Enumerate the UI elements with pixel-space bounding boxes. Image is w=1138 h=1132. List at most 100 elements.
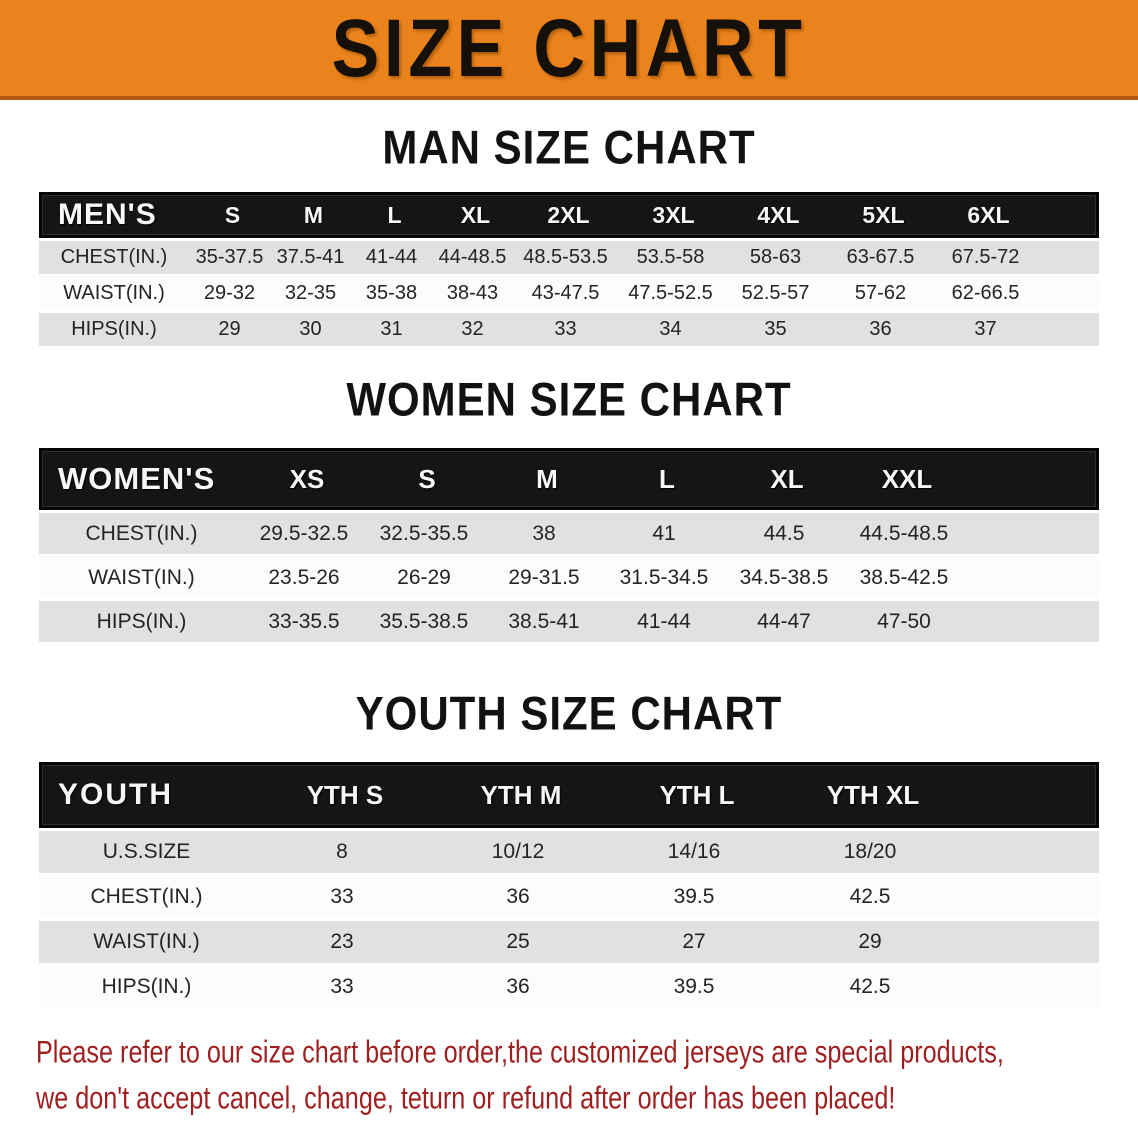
size-value: 35.5-38.5 xyxy=(379,609,469,633)
column-header: L xyxy=(659,463,675,494)
men-size-section: MAN SIZE CHART MEN'S S M L XL 2XL 3XL 4XL 5XL 6XL… xyxy=(0,121,1138,346)
size-value: 47.5-52.5 xyxy=(628,282,713,304)
size-value: 63-67.5 xyxy=(846,246,915,268)
size-value: 32-35 xyxy=(284,282,337,304)
row-label: HIPS(IN.) xyxy=(101,975,192,998)
header-spacer xyxy=(967,451,1096,507)
size-value: 67.5-72 xyxy=(951,246,1020,268)
column-header: 3XL xyxy=(652,201,695,228)
row-label: CHEST(IN.) xyxy=(85,521,198,545)
size-value: 42.5 xyxy=(849,975,891,998)
disclaimer-line-2: we don't accept cancel, change, teturn o… xyxy=(36,1080,896,1116)
size-value: 44-47 xyxy=(757,609,811,633)
column-header: M xyxy=(303,201,324,228)
size-value: 25 xyxy=(506,930,530,953)
header-spacer xyxy=(961,765,1096,825)
row-spacer xyxy=(1038,277,1099,310)
table-row: HIPS(IN.) 33-35.5 35.5-38.5 38.5-41 41-44 44-… xyxy=(39,601,1099,642)
size-value: 29-32 xyxy=(203,282,256,304)
column-header: XL xyxy=(460,201,491,228)
youth-size-section: YOUTH SIZE CHART YOUTH YTH S YTH M YTH L YTH… xyxy=(0,687,1138,1008)
banner-title: SIZE CHART xyxy=(331,1,807,95)
row-spacer xyxy=(964,557,1099,598)
size-value: 43-47.5 xyxy=(531,282,600,304)
size-value: 32.5-35.5 xyxy=(379,521,469,545)
column-header: XXL xyxy=(881,463,933,494)
size-value: 44.5-48.5 xyxy=(859,521,949,545)
size-value: 36 xyxy=(506,975,530,998)
size-value: 32 xyxy=(461,318,484,340)
size-value: 23.5-26 xyxy=(268,565,340,589)
row-label: CHEST(IN.) xyxy=(60,246,168,268)
disclaimer-line-1: Please refer to our size chart before or… xyxy=(36,1034,1004,1070)
size-value: 26-29 xyxy=(397,565,451,589)
table-row: WAIST(IN.) 23 25 27 29 xyxy=(39,921,1099,963)
size-value: 31 xyxy=(380,318,403,340)
size-value: 29 xyxy=(858,930,882,953)
column-header: XS xyxy=(289,463,325,494)
column-header: 5XL xyxy=(862,201,905,228)
size-value: 18/20 xyxy=(843,840,897,863)
size-value: 35 xyxy=(764,318,787,340)
size-value: 34 xyxy=(659,318,682,340)
size-value: 38 xyxy=(532,521,556,545)
column-header: 2XL xyxy=(547,201,590,228)
size-value: 39.5 xyxy=(673,885,715,908)
size-value: 33 xyxy=(330,885,354,908)
size-value: 29.5-32.5 xyxy=(259,521,349,545)
row-label: WAIST(IN.) xyxy=(93,930,200,953)
column-header: M xyxy=(536,463,558,494)
table-row: CHEST(IN.) 29.5-32.5 32.5-35.5 38 41 44.5 44.5… xyxy=(39,513,1099,554)
row-spacer xyxy=(1038,241,1099,274)
column-header: XL xyxy=(770,463,804,494)
size-value: 44.5 xyxy=(763,521,805,545)
women-size-section: WOMEN SIZE CHART WOMEN'S XS S M L XL XXL CHEST(… xyxy=(0,373,1138,642)
row-label: WAIST(IN.) xyxy=(63,282,165,304)
banner: SIZE CHART xyxy=(0,0,1138,100)
row-spacer xyxy=(964,601,1099,642)
table-row: CHEST(IN.) 33 36 39.5 42.5 xyxy=(39,876,1099,918)
column-header: YTH S xyxy=(306,779,384,810)
size-value: 37.5-41 xyxy=(276,246,345,268)
size-value: 29 xyxy=(218,318,241,340)
row-label: HIPS(IN.) xyxy=(71,318,157,340)
size-value: 52.5-57 xyxy=(741,282,810,304)
size-value: 33 xyxy=(554,318,577,340)
size-value: 27 xyxy=(682,930,706,953)
youth-section-heading: YOUTH SIZE CHART xyxy=(355,687,783,740)
row-label: WAIST(IN.) xyxy=(88,565,195,589)
size-value: 41-44 xyxy=(365,246,418,268)
women-section-heading: WOMEN SIZE CHART xyxy=(346,373,792,426)
size-value: 44-48.5 xyxy=(438,246,507,268)
table-row: HIPS(IN.) 29 30 31 32 33 34 35 36 37 xyxy=(39,313,1099,346)
size-value: 57-62 xyxy=(854,282,907,304)
size-value: 33-35.5 xyxy=(268,609,340,633)
size-value: 33 xyxy=(330,975,354,998)
size-value: 35-37.5 xyxy=(195,246,264,268)
column-header: YTH XL xyxy=(826,779,920,810)
table-title: YOUTH xyxy=(58,778,173,811)
disclaimer: Please refer to our size chart before or… xyxy=(0,1030,1138,1122)
size-value: 8 xyxy=(336,840,348,863)
size-value: 34.5-38.5 xyxy=(739,565,829,589)
size-value: 48.5-53.5 xyxy=(523,246,608,268)
row-spacer xyxy=(964,513,1099,554)
size-value: 41-44 xyxy=(637,609,691,633)
row-spacer xyxy=(958,876,1099,918)
size-value: 29-31.5 xyxy=(508,565,580,589)
size-value: 47-50 xyxy=(877,609,931,633)
size-value: 36 xyxy=(869,318,892,340)
table-header-row: WOMEN'S XS S M L XL XXL xyxy=(39,448,1099,510)
table-row: CHEST(IN.) 35-37.5 37.5-41 41-44 44-48.5 48.5… xyxy=(39,241,1099,274)
size-value: 23 xyxy=(330,930,354,953)
row-label: HIPS(IN.) xyxy=(96,609,187,633)
size-value: 62-66.5 xyxy=(951,282,1020,304)
women-size-table: WOMEN'S XS S M L XL XXL CHEST(IN.) 29.5-32.5 32.5… xyxy=(39,448,1099,642)
table-row: WAIST(IN.) 29-32 32-35 35-38 38-43 43-47.5 47.… xyxy=(39,277,1099,310)
size-value: 14/16 xyxy=(667,840,721,863)
row-label: CHEST(IN.) xyxy=(90,885,203,908)
table-row: U.S.SIZE 8 10/12 14/16 18/20 xyxy=(39,831,1099,873)
size-value: 31.5-34.5 xyxy=(619,565,709,589)
header-spacer xyxy=(1041,195,1096,235)
